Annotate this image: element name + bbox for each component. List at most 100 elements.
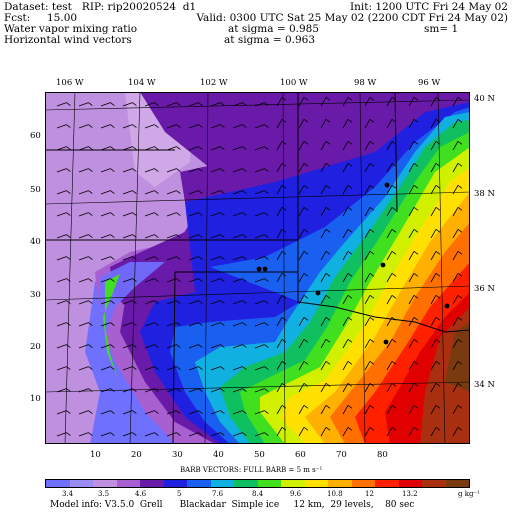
- wind-barb: [188, 102, 199, 107]
- wind-barb-flag: [154, 124, 159, 128]
- wind-barb-flag: [176, 124, 181, 128]
- color-bar-swatch: [140, 480, 164, 487]
- longitude-line: [64, 92, 76, 444]
- wind-barb-flag: [154, 344, 159, 348]
- wind-barb-flag: [110, 410, 115, 414]
- wind-barb-flag: [303, 273, 309, 277]
- x-tick-label: 10: [90, 450, 101, 460]
- wind-barb-flag: [264, 124, 269, 128]
- wind-barb: [232, 190, 243, 195]
- wind-barb: [122, 388, 133, 393]
- wind-barb: [210, 388, 221, 393]
- wind-barb: [122, 366, 133, 371]
- wind-barb-flag: [88, 278, 93, 282]
- wind-barb: [56, 256, 67, 261]
- wind-barb-flag: [220, 432, 225, 436]
- wind-barb: [100, 366, 111, 371]
- wind-barb-flag: [369, 141, 375, 145]
- wind-barb: [408, 295, 415, 305]
- longitude-label: 102 W: [200, 78, 228, 88]
- wind-barb: [430, 295, 437, 305]
- wind-barb: [232, 146, 243, 151]
- wind-barb-flag: [176, 234, 181, 238]
- wind-barb-flag: [154, 190, 159, 194]
- y-tick-label: 20: [30, 342, 41, 352]
- wind-barb: [100, 234, 111, 239]
- wind-barb: [342, 405, 349, 415]
- wind-barb-flag: [110, 300, 115, 304]
- wind-barb-flag: [88, 190, 93, 194]
- longitude-line: [359, 92, 366, 444]
- wind-barb-flag: [88, 432, 93, 436]
- wind-barb-flag: [242, 146, 247, 150]
- wind-barb: [144, 366, 155, 371]
- wind-barb: [386, 229, 393, 239]
- wind-barb-flag: [413, 427, 419, 431]
- wind-barb: [166, 102, 177, 107]
- wind-barb: [56, 190, 67, 195]
- wind-barb-flag: [176, 366, 181, 370]
- wind-barb: [408, 427, 415, 437]
- wind-barb-flag: [281, 427, 287, 431]
- wind-barb-flag: [88, 212, 93, 216]
- wind-barb-flag: [435, 361, 441, 365]
- wind-barb-flag: [435, 273, 441, 277]
- wind-barb-flag: [347, 427, 353, 431]
- wind-barb: [100, 278, 111, 283]
- field2-level: at sigma = 0.963: [224, 34, 316, 46]
- wind-barb: [56, 388, 67, 393]
- wind-barb: [298, 185, 305, 195]
- city-marker: [444, 303, 450, 309]
- longitude-label: 106 W: [56, 78, 84, 88]
- wind-barb-flag: [198, 212, 203, 216]
- wind-barb-flag: [391, 383, 397, 387]
- wind-barb: [298, 251, 305, 261]
- wind-barb: [386, 251, 393, 261]
- wind-barb-flag: [281, 339, 287, 343]
- wind-barb-flag: [281, 163, 287, 167]
- wind-barb: [56, 146, 67, 151]
- x-tick-label: 30: [172, 450, 183, 460]
- color-bar-swatch: [375, 480, 399, 487]
- wind-barb-flag: [242, 410, 247, 414]
- wind-barb-flag: [303, 141, 309, 145]
- wind-barb-flag: [154, 410, 159, 414]
- wind-barb-flag: [391, 229, 397, 233]
- wind-barb: [276, 185, 283, 195]
- wind-barb-flag: [154, 168, 159, 172]
- wind-barb-flag: [110, 146, 115, 150]
- wind-barb-flag: [347, 361, 353, 365]
- wind-barb: [210, 322, 221, 327]
- wind-barb: [100, 168, 111, 173]
- wind-barb-flag: [413, 119, 419, 123]
- wind-barb: [166, 322, 177, 327]
- wind-barb-flag: [413, 405, 419, 409]
- wind-barb-flag: [369, 273, 375, 277]
- wind-barb: [210, 212, 221, 217]
- wind-barb: [430, 383, 437, 393]
- wind-barb: [144, 168, 155, 173]
- wind-barb: [342, 273, 349, 283]
- wind-barb-flag: [369, 185, 375, 189]
- wind-barb-flag: [242, 190, 247, 194]
- wind-barb: [320, 97, 327, 107]
- wind-barb: [166, 256, 177, 261]
- wind-barb: [144, 432, 155, 437]
- wind-barb: [144, 190, 155, 195]
- wind-barb: [100, 190, 111, 195]
- wind-barb-flag: [457, 273, 463, 277]
- wind-barb-flag: [413, 229, 419, 233]
- wind-barb: [452, 405, 459, 415]
- wind-barb: [56, 322, 67, 327]
- wind-barb: [210, 146, 221, 151]
- color-bar-label: 7.6: [212, 490, 224, 498]
- wind-barb: [452, 317, 459, 327]
- color-bar-swatch: [281, 480, 305, 487]
- wind-barb-flag: [281, 405, 287, 409]
- wind-barb-flag: [281, 207, 287, 211]
- wind-barb: [452, 163, 459, 173]
- wind-barb-flag: [457, 427, 463, 431]
- wind-barb: [298, 97, 305, 107]
- wind-barb-flag: [457, 185, 463, 189]
- color-bar-swatch: [210, 480, 234, 487]
